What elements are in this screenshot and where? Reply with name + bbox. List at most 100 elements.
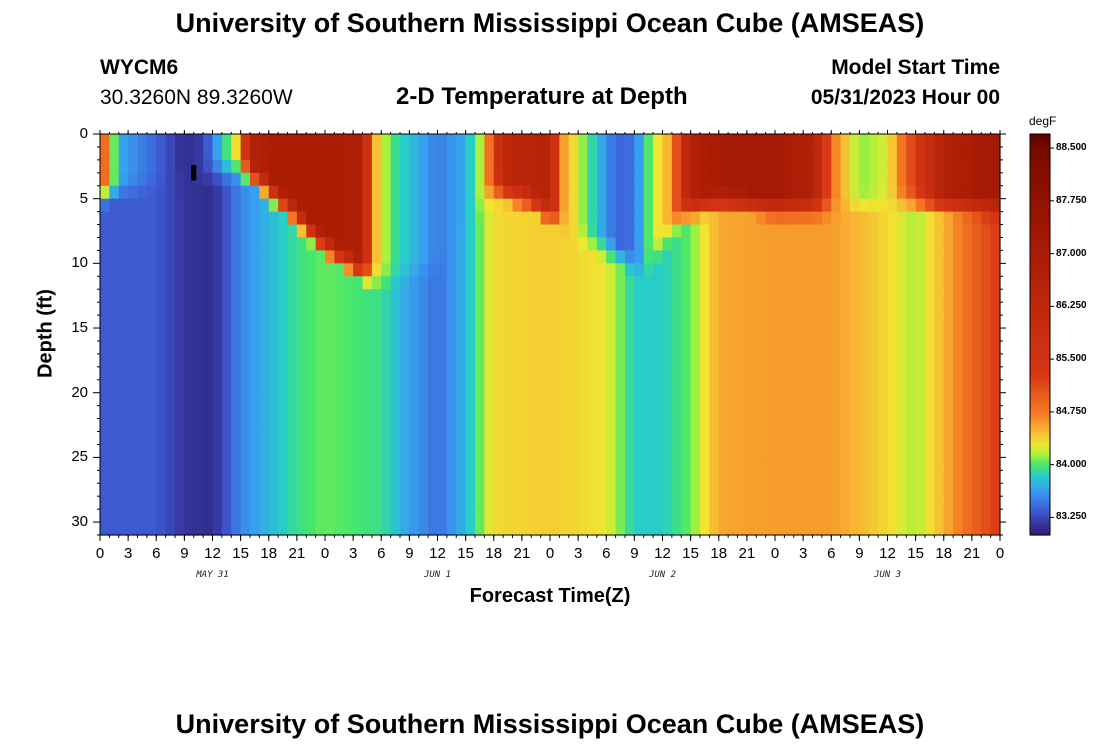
heatmap-cell bbox=[325, 159, 335, 174]
heatmap-cell bbox=[868, 159, 879, 174]
heatmap-cell bbox=[971, 237, 982, 252]
heatmap-cell bbox=[306, 470, 317, 484]
heatmap-cell bbox=[700, 366, 710, 381]
heatmap-cell bbox=[718, 263, 729, 277]
heatmap-cell bbox=[671, 405, 682, 420]
heatmap-cell bbox=[971, 496, 982, 510]
heatmap-cell bbox=[765, 146, 776, 161]
heatmap-cell bbox=[418, 172, 429, 187]
heatmap-cell bbox=[521, 315, 532, 329]
heatmap-cell bbox=[784, 250, 795, 264]
heatmap-cell bbox=[906, 405, 917, 420]
colorbar-segment bbox=[1030, 274, 1050, 279]
heatmap-cell bbox=[700, 159, 710, 174]
heatmap-cell bbox=[165, 405, 176, 420]
heatmap-cell bbox=[690, 470, 701, 484]
heatmap-cell bbox=[306, 340, 317, 355]
heatmap-cell bbox=[456, 237, 467, 252]
heatmap-cell bbox=[812, 185, 823, 200]
heatmap-cell bbox=[934, 211, 945, 226]
heatmap-cell bbox=[343, 172, 354, 187]
heatmap-cell bbox=[531, 470, 542, 484]
heatmap-cell bbox=[540, 340, 551, 355]
heatmap-cell bbox=[465, 185, 476, 200]
heatmap-cell bbox=[775, 470, 785, 484]
y-tick-label: 25 bbox=[71, 448, 88, 466]
heatmap-cell bbox=[343, 496, 354, 510]
heatmap-cell bbox=[521, 185, 532, 200]
heatmap-cell bbox=[634, 328, 645, 342]
heatmap-cell bbox=[653, 276, 664, 290]
heatmap-cell bbox=[625, 418, 635, 433]
heatmap-cell bbox=[221, 366, 232, 381]
heatmap-cell bbox=[334, 392, 345, 407]
heatmap-cell bbox=[287, 302, 298, 316]
heatmap-cell bbox=[878, 328, 889, 342]
heatmap-cell bbox=[775, 315, 785, 329]
heatmap-cell bbox=[540, 405, 551, 420]
heatmap-cell bbox=[981, 340, 992, 355]
heatmap-cell bbox=[906, 134, 917, 148]
heatmap-cell bbox=[409, 418, 420, 433]
heatmap-cell bbox=[653, 237, 664, 252]
heatmap-cell bbox=[446, 198, 457, 213]
heatmap-cell bbox=[812, 198, 823, 213]
heatmap-cell bbox=[606, 146, 617, 161]
heatmap-cell bbox=[962, 522, 973, 536]
heatmap-cell bbox=[634, 146, 645, 161]
heatmap-cell bbox=[709, 496, 720, 510]
heatmap-cell bbox=[793, 289, 804, 303]
heatmap-cell bbox=[418, 146, 429, 161]
heatmap-cell bbox=[268, 263, 279, 277]
heatmap-cell bbox=[306, 444, 317, 458]
heatmap-cell bbox=[250, 405, 260, 420]
heatmap-cell bbox=[146, 392, 157, 407]
heatmap-cell bbox=[765, 444, 776, 458]
heatmap-cell bbox=[681, 431, 692, 446]
heatmap-cell bbox=[896, 315, 907, 329]
heatmap-cell bbox=[709, 457, 720, 471]
heatmap-cell bbox=[915, 392, 926, 407]
heatmap-cell bbox=[296, 263, 307, 277]
heatmap-cell bbox=[784, 263, 795, 277]
heatmap-cell bbox=[887, 483, 898, 497]
heatmap-cell bbox=[493, 315, 504, 329]
heatmap-cell bbox=[953, 134, 964, 148]
heatmap-cell bbox=[737, 328, 748, 342]
heatmap-cell bbox=[756, 289, 767, 303]
heatmap-cell bbox=[850, 315, 860, 329]
heatmap-cell bbox=[812, 146, 823, 161]
heatmap-cell bbox=[146, 289, 157, 303]
heatmap-cell bbox=[887, 211, 898, 226]
heatmap-cell bbox=[418, 418, 429, 433]
heatmap-cell bbox=[325, 276, 335, 290]
heatmap-cell bbox=[615, 431, 626, 446]
heatmap-cell bbox=[643, 405, 654, 420]
heatmap-cell bbox=[100, 289, 110, 303]
heatmap-cell bbox=[203, 211, 214, 226]
heatmap-cell bbox=[568, 159, 579, 174]
heatmap-cell bbox=[287, 366, 298, 381]
heatmap-cell bbox=[334, 418, 345, 433]
heatmap-cell bbox=[728, 405, 739, 420]
heatmap-cell bbox=[625, 366, 635, 381]
heatmap-cell bbox=[456, 315, 467, 329]
colorbar-segment bbox=[1030, 397, 1050, 402]
heatmap-cell bbox=[456, 366, 467, 381]
colorbar-segment bbox=[1030, 454, 1050, 459]
heatmap-cell bbox=[221, 302, 232, 316]
heatmap-cell bbox=[175, 470, 185, 484]
colorbar-segment bbox=[1030, 317, 1050, 322]
heatmap-cell bbox=[981, 379, 992, 394]
heatmap-cell bbox=[681, 457, 692, 471]
heatmap-cell bbox=[353, 328, 364, 342]
heatmap-cell bbox=[212, 289, 223, 303]
heatmap-cell bbox=[728, 315, 739, 329]
heatmap-cell bbox=[100, 134, 110, 148]
heatmap-cell bbox=[334, 509, 345, 523]
heatmap-cell bbox=[793, 211, 804, 226]
heatmap-cell bbox=[184, 198, 195, 213]
heatmap-cell bbox=[793, 185, 804, 200]
heatmap-cell bbox=[671, 172, 682, 187]
heatmap-cell bbox=[662, 263, 673, 277]
